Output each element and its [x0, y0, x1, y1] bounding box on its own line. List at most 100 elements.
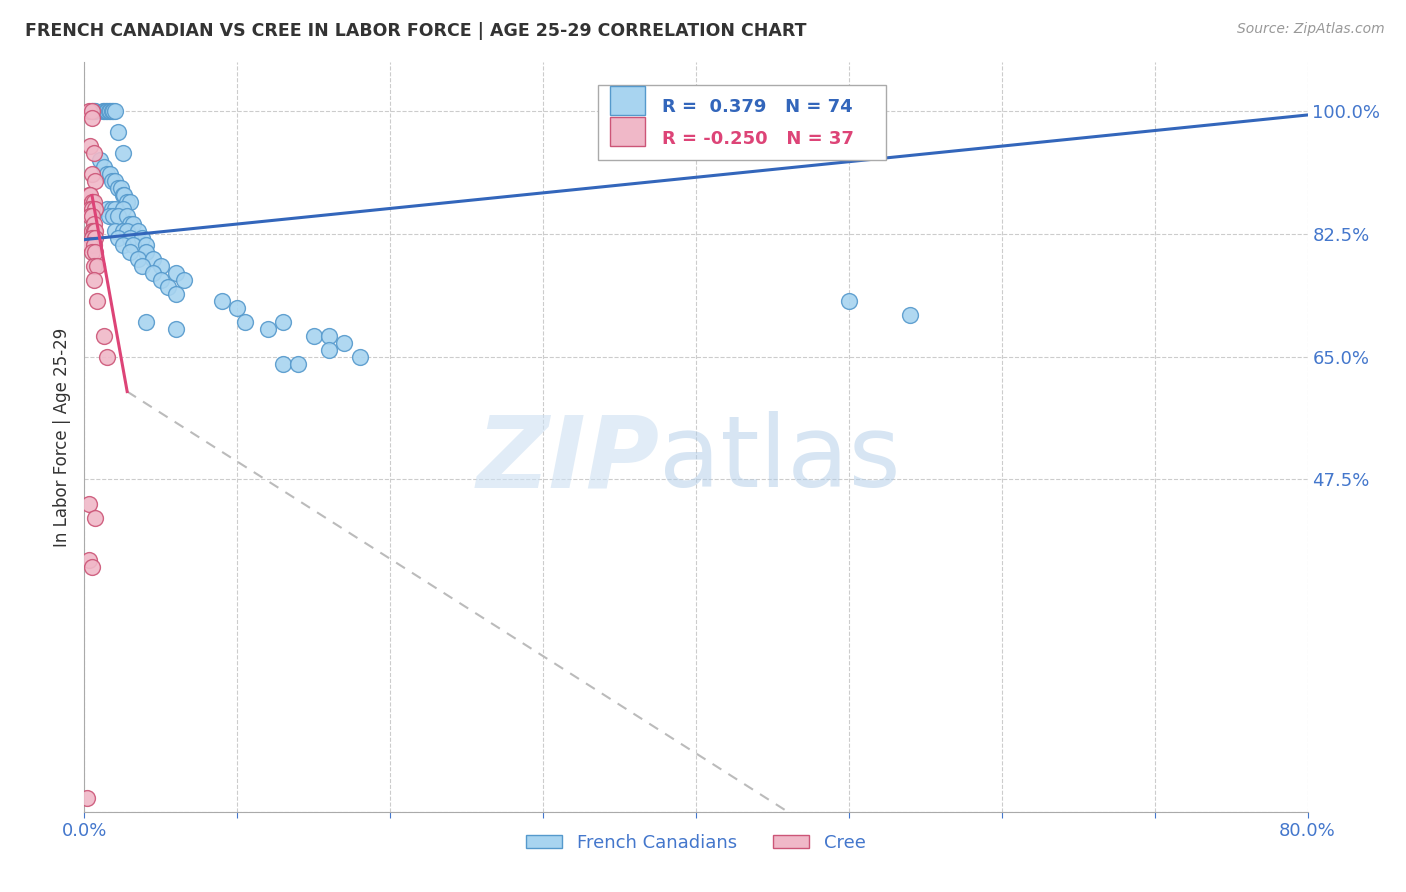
Point	[80, 104, 103, 119]
Point	[318, 328, 340, 343]
Point	[93, 161, 115, 175]
Point	[84, 174, 107, 188]
Point	[96, 104, 118, 119]
Point	[80, 244, 103, 259]
Point	[165, 286, 187, 301]
Point	[107, 210, 129, 224]
Point	[80, 112, 103, 126]
Point	[83, 237, 105, 252]
Point	[94, 104, 117, 119]
Point	[83, 272, 105, 286]
Point	[120, 217, 142, 231]
Point	[83, 146, 105, 161]
Point	[101, 174, 124, 188]
Point	[107, 230, 129, 244]
Point	[79, 237, 101, 252]
Point	[120, 230, 142, 244]
Point	[107, 181, 129, 195]
Point	[79, 139, 101, 153]
FancyBboxPatch shape	[610, 86, 644, 115]
Point	[110, 181, 132, 195]
Point	[93, 104, 115, 119]
Point	[84, 104, 107, 119]
Point	[89, 153, 111, 168]
Point	[165, 321, 187, 335]
Legend: French Canadians, Cree: French Canadians, Cree	[519, 827, 873, 859]
Point	[122, 237, 145, 252]
Point	[80, 559, 103, 574]
Point	[104, 223, 127, 237]
Point	[101, 202, 124, 217]
Point	[115, 223, 138, 237]
Point	[79, 202, 101, 217]
Point	[104, 104, 127, 119]
Point	[91, 104, 114, 119]
Point	[226, 301, 249, 315]
Point	[135, 244, 157, 259]
Point	[127, 252, 149, 266]
Point	[84, 202, 107, 217]
Point	[80, 223, 103, 237]
Point	[112, 188, 135, 202]
Point	[257, 321, 280, 335]
Point	[80, 195, 103, 210]
Point	[157, 279, 180, 293]
Point	[115, 195, 138, 210]
Point	[84, 244, 107, 259]
Point	[111, 146, 134, 161]
Point	[135, 314, 157, 328]
Point	[96, 350, 118, 364]
Point	[83, 259, 105, 273]
Point	[120, 195, 142, 210]
Point	[98, 104, 121, 119]
Point	[86, 259, 108, 273]
Point	[120, 244, 142, 259]
FancyBboxPatch shape	[610, 117, 644, 146]
Point	[77, 188, 100, 202]
Point	[838, 293, 860, 308]
Point	[104, 202, 127, 217]
Point	[135, 237, 157, 252]
Text: FRENCH CANADIAN VS CREE IN LABOR FORCE | AGE 25-29 CORRELATION CHART: FRENCH CANADIAN VS CREE IN LABOR FORCE |…	[25, 22, 807, 40]
Point	[333, 335, 356, 350]
Point	[107, 126, 129, 140]
Point	[83, 104, 105, 119]
Point	[77, 497, 100, 511]
Point	[233, 314, 256, 328]
Point	[80, 210, 103, 224]
Point	[111, 237, 134, 252]
Point	[84, 223, 107, 237]
Point	[96, 202, 118, 217]
Point	[349, 350, 371, 364]
Point	[86, 293, 108, 308]
Point	[111, 188, 134, 202]
Point	[122, 217, 145, 231]
Text: ZIP: ZIP	[477, 411, 659, 508]
Point	[149, 259, 172, 273]
Text: atlas: atlas	[659, 411, 901, 508]
Point	[80, 202, 103, 217]
Point	[79, 210, 101, 224]
Point	[149, 272, 172, 286]
Point	[142, 252, 165, 266]
Point	[80, 230, 103, 244]
Point	[97, 210, 120, 224]
Point	[96, 168, 118, 182]
Point	[80, 104, 103, 119]
Text: R =  0.379   N = 74: R = 0.379 N = 74	[662, 98, 852, 116]
Text: Source: ZipAtlas.com: Source: ZipAtlas.com	[1237, 22, 1385, 37]
Point	[84, 510, 107, 524]
Point	[101, 104, 124, 119]
Y-axis label: In Labor Force | Age 25-29: In Labor Force | Age 25-29	[53, 327, 72, 547]
Point	[79, 188, 101, 202]
Point	[77, 104, 100, 119]
Point	[104, 174, 127, 188]
Point	[302, 328, 325, 343]
Point	[80, 168, 103, 182]
Point	[111, 202, 134, 217]
Point	[271, 357, 294, 371]
Point	[271, 314, 294, 328]
Point	[173, 272, 195, 286]
Point	[127, 223, 149, 237]
Point	[98, 168, 121, 182]
